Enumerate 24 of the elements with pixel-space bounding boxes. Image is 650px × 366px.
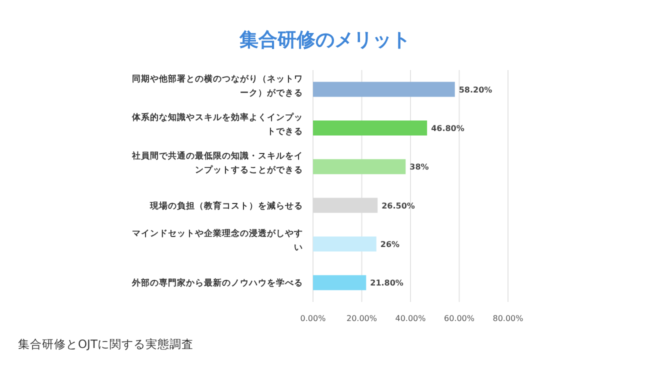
bar: [313, 275, 366, 290]
x-tick-label: 60.00%: [444, 314, 475, 323]
data-label: 46.80%: [431, 124, 464, 133]
x-tick-label: 20.00%: [346, 314, 378, 323]
data-label: 21.80%: [370, 278, 404, 288]
data-label: 58.20%: [458, 85, 492, 94]
y-tick-label: 現場の負担（教育コスト）を減らせる: [149, 199, 303, 212]
data-label: 26%: [380, 240, 400, 249]
bar: [313, 82, 455, 97]
data-label: 26.50%: [382, 201, 415, 210]
y-tick-label: 体系的な知識やスキルを効率よくインプットできる: [131, 112, 303, 137]
text: 集合研修とOJTに関する実態調査: [18, 337, 194, 351]
x-tick-label: 0.00%: [300, 314, 326, 323]
x-tick-label: 80.00%: [492, 314, 524, 323]
bar: [313, 236, 376, 252]
bar: [313, 120, 428, 136]
data-label: 38%: [410, 162, 429, 172]
y-tick-label: 社員間で共通の最低限の知識・スキルをインプットすることができる: [131, 150, 303, 176]
y-tick-label: 外部の専門家から最新のノウハウを学べる: [131, 278, 303, 289]
y-tick-label: 同期や他部署との横のつながり（ネットワーク）ができる: [132, 73, 303, 98]
y-tick-label: マインドセットや企業理念の浸透がしやすい: [132, 228, 303, 253]
chart-title: 集合研修のメリット: [238, 29, 410, 51]
x-tick-label: 40.00%: [395, 314, 426, 323]
bar: [313, 159, 406, 174]
